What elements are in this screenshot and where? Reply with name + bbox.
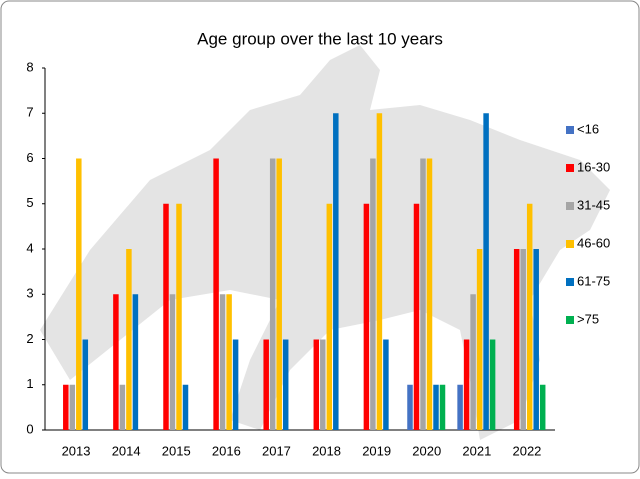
bar [269,158,276,430]
x-tick-label: 2017 [262,443,291,458]
bar [476,249,483,430]
bar [63,384,69,430]
x-tick-label: 2021 [462,443,491,458]
legend-label: 46-60 [577,235,610,250]
bar [313,339,320,430]
bar [176,203,182,430]
y-tick-label: 5 [26,195,33,210]
bar [213,158,219,430]
bar [69,384,76,430]
legend-swatch [566,316,574,324]
bar [383,339,389,430]
bar [433,384,439,430]
legend-swatch [566,126,574,134]
bar [119,384,126,430]
bar [276,158,282,430]
y-tick-label: 6 [26,150,33,165]
bar [420,158,426,430]
bar [282,339,289,430]
bar [470,294,476,430]
bar [126,249,132,430]
bar [513,249,520,430]
bar [326,203,333,430]
bar [463,339,470,430]
legend-label: 31-45 [577,197,610,212]
bar [376,113,383,430]
bar [457,384,463,430]
bar [526,203,533,430]
y-tick-label: 3 [26,286,33,301]
legend-label: 16-30 [577,159,610,174]
legend-swatch [566,278,574,286]
bar [76,158,82,430]
y-tick-label: 2 [26,331,33,346]
bar [413,203,420,430]
bar [113,294,119,430]
x-tick-label: 2018 [312,443,341,458]
y-tick-label: 7 [26,105,33,120]
bar [232,339,239,430]
bar [163,203,169,430]
y-tick-label: 4 [26,240,33,255]
bar [82,339,89,430]
bar [219,294,226,430]
bar [333,113,339,430]
bar [520,249,526,430]
bar [182,384,189,430]
x-tick-label: 2020 [412,443,441,458]
bar [320,339,326,430]
bar [169,294,176,430]
bar [370,158,376,430]
bar [533,249,539,430]
legend-swatch [566,240,574,248]
legend-label: 61-75 [577,273,610,288]
bar [132,294,139,430]
chart-title: Age group over the last 10 years [197,29,443,48]
bar [426,158,433,430]
x-tick-label: 2013 [62,443,91,458]
bar [439,384,446,430]
bar [539,384,546,430]
legend-swatch [566,164,574,172]
legend-label: >75 [577,311,599,326]
y-tick-label: 1 [26,376,33,391]
x-tick-label: 2022 [512,443,541,458]
x-tick-label: 2016 [212,443,241,458]
y-tick-label: 8 [26,59,33,74]
legend-swatch [566,202,574,210]
bar [263,339,269,430]
bar [489,339,496,430]
x-tick-label: 2015 [162,443,191,458]
y-tick-label: 0 [26,421,33,436]
bar [407,384,413,430]
bar [363,203,370,430]
bar [226,294,232,430]
legend-label: <16 [577,121,599,136]
x-tick-label: 2014 [112,443,141,458]
x-tick-label: 2019 [362,443,391,458]
bar [483,113,489,430]
